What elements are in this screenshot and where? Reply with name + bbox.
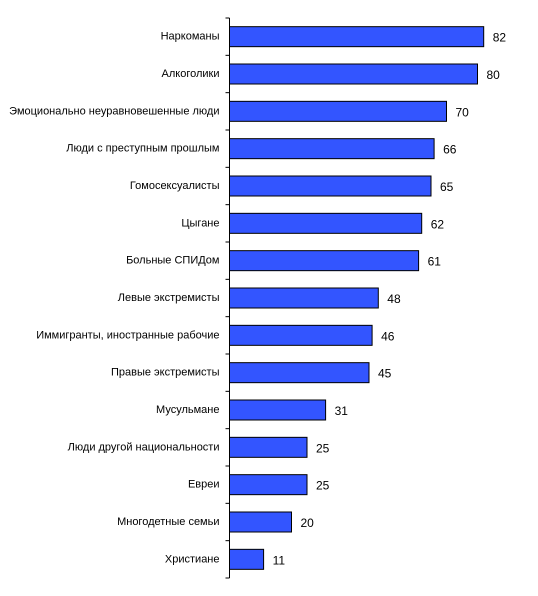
value-label: 65 xyxy=(440,180,454,194)
bar xyxy=(229,138,435,160)
value-label: 70 xyxy=(456,105,470,119)
bar xyxy=(229,26,485,48)
value-label: 31 xyxy=(335,404,349,418)
bar xyxy=(229,511,292,533)
bar xyxy=(229,436,308,458)
bar xyxy=(229,63,478,85)
bar xyxy=(229,287,379,309)
value-labels-group: 82 80 70 66 65 62 61 48 46 45 31 25 25 20 11 xyxy=(273,31,507,568)
value-label: 62 xyxy=(431,217,445,231)
category-label: Больные СПИДом xyxy=(126,255,219,267)
value-label: 45 xyxy=(378,367,392,381)
category-label: Иммигранты, иностранные рабочие xyxy=(36,329,219,341)
category-label: Наркоманы xyxy=(161,31,220,43)
category-label: Люди с преступным прошлым xyxy=(66,143,219,155)
category-label: Евреи xyxy=(188,479,220,491)
bar xyxy=(229,100,447,122)
value-label: 61 xyxy=(428,255,442,269)
axis-ticks-group xyxy=(225,17,230,579)
bar xyxy=(229,212,423,234)
value-label: 25 xyxy=(316,479,330,493)
category-label: Мусульмане xyxy=(156,404,219,416)
category-label: Многодетные семьи xyxy=(117,516,219,528)
bar xyxy=(229,362,370,384)
category-label: Люди другой национальности xyxy=(68,441,220,453)
category-label: Христиане xyxy=(165,553,220,565)
bars-group xyxy=(229,26,485,570)
value-label: 80 xyxy=(487,68,501,82)
bar xyxy=(229,399,327,421)
bar xyxy=(229,324,373,346)
category-label: Гомосексуалисты xyxy=(130,180,220,192)
category-label: Алкоголики xyxy=(162,68,220,80)
bar xyxy=(229,548,265,570)
bar xyxy=(229,250,420,272)
value-label: 82 xyxy=(493,31,507,45)
value-label: 46 xyxy=(381,329,395,343)
value-label: 48 xyxy=(387,292,401,306)
value-label: 66 xyxy=(443,143,457,157)
category-labels-group: Наркоманы Алкоголики Эмоционально неуравно… xyxy=(9,31,219,566)
category-label: Левые экстремисты xyxy=(118,292,220,304)
bar xyxy=(229,474,308,496)
value-label: 20 xyxy=(301,516,315,530)
value-label: 11 xyxy=(273,553,286,567)
category-label: Правые экстремисты xyxy=(111,367,220,379)
value-label: 25 xyxy=(316,441,330,455)
category-label: Цыгане xyxy=(181,217,219,229)
bar xyxy=(229,175,432,197)
category-label: Эмоционально неуравновешенные люди xyxy=(9,105,219,117)
